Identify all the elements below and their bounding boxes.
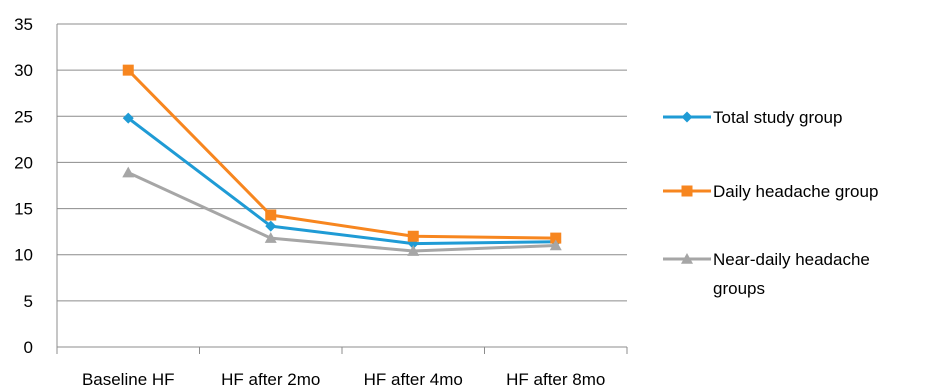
data-point <box>122 112 134 124</box>
x-tick-label: Baseline HF <box>82 370 175 387</box>
legend-label: Daily headache group <box>713 182 878 201</box>
x-axis-tick-labels: Baseline HF HF after 2mo HF after 4mo HF af… <box>82 370 605 387</box>
data-point <box>549 239 562 251</box>
data-point <box>122 64 134 76</box>
series-2 <box>122 64 562 244</box>
legend-marker <box>681 185 693 197</box>
y-tick-label: 25 <box>14 107 33 126</box>
data-point <box>550 232 562 244</box>
y-tick-label: 35 <box>14 15 33 34</box>
data-point <box>122 166 135 178</box>
legend-item-3: Near-daily headache groups <box>663 250 870 298</box>
series-line <box>127 69 556 240</box>
series-line <box>127 116 556 246</box>
series-group <box>122 64 562 256</box>
y-tick-label: 30 <box>14 61 33 80</box>
data-point <box>265 220 277 232</box>
data-point <box>265 209 277 221</box>
legend-label: Near-daily headache groups <box>713 250 870 298</box>
legend: Total study group Daily headache group Nea… <box>663 108 878 298</box>
data-point <box>264 232 277 243</box>
gridlines <box>57 23 627 302</box>
legend-marker <box>681 111 693 123</box>
series-line <box>127 171 556 253</box>
y-axis-tick-labels: 0 5 10 15 20 25 30 35 <box>14 15 33 357</box>
legend-item-1: Total study group <box>663 108 842 127</box>
data-point <box>407 230 419 242</box>
legend-marker <box>681 253 693 264</box>
y-tick-label: 15 <box>14 200 33 219</box>
data-point <box>407 245 420 256</box>
legend-item-2: Daily headache group <box>663 182 878 201</box>
series-3 <box>122 166 562 256</box>
y-tick-label: 10 <box>14 246 33 265</box>
legend-label: Total study group <box>713 108 842 127</box>
x-tick-label: HF after 4mo <box>364 370 463 387</box>
axes <box>56 24 628 354</box>
x-tick-label: HF after 2mo <box>221 370 320 387</box>
y-tick-label: 20 <box>14 153 33 172</box>
x-tick-label: HF after 8mo <box>506 370 605 387</box>
y-tick-label: 0 <box>24 338 33 357</box>
y-tick-label: 5 <box>24 292 33 311</box>
